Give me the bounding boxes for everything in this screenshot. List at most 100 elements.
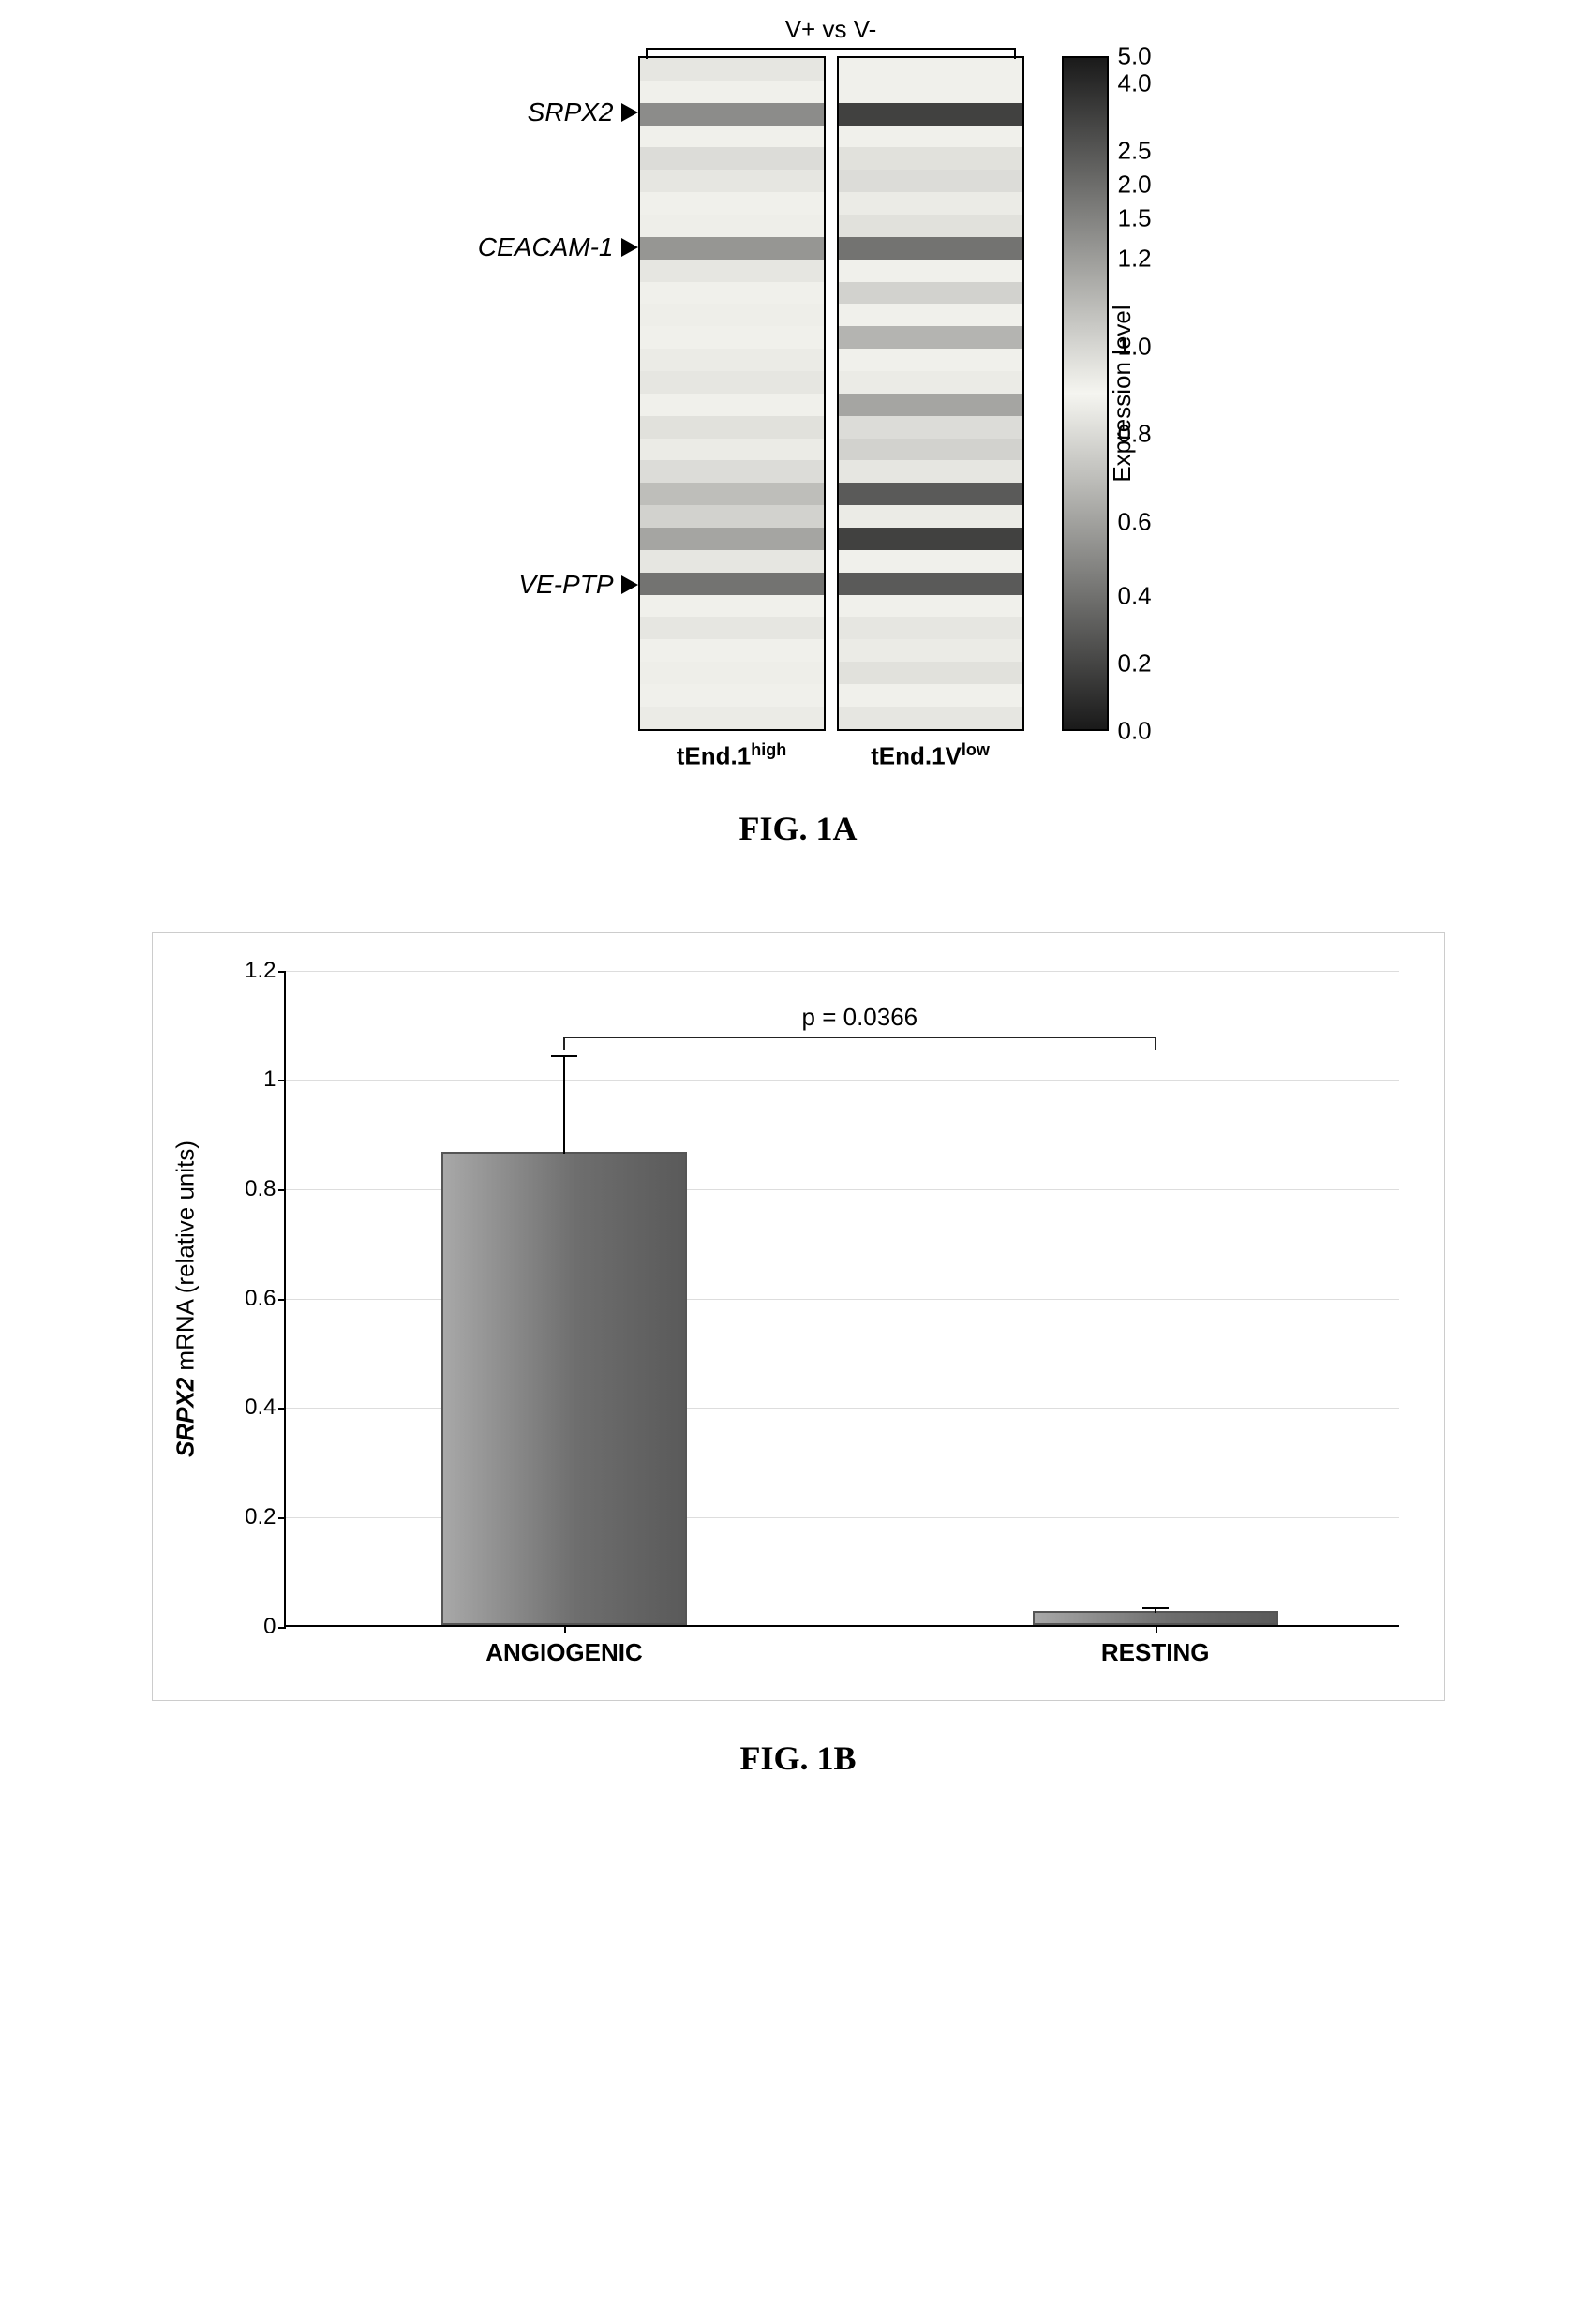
heatmap-column-label: tEnd.1Vlow <box>837 740 1024 771</box>
heatmap-cell <box>640 684 824 707</box>
heatmap-cell <box>640 416 824 439</box>
fig1b-ylabel-gene: SRPX2 <box>171 1377 199 1456</box>
fig1b-chart: 00.20.40.60.811.2ANGIOGENICRESTINGp = 0.… <box>152 932 1445 1701</box>
heatmap-cell <box>640 103 824 126</box>
bar <box>441 1152 687 1625</box>
colorbar-wrap: Expression level 5.04.02.52.01.51.21.00.… <box>1062 56 1184 731</box>
y-tick-mark <box>278 1080 286 1081</box>
colorbar-tick-label: 1.5 <box>1118 203 1152 232</box>
heatmap-cell <box>839 707 1022 729</box>
heatmap-cell <box>839 103 1022 126</box>
x-tick-mark <box>564 1625 566 1633</box>
colorbar-tick-label: 4.0 <box>1118 68 1152 97</box>
gene-label: CEACAM-1 <box>478 232 638 262</box>
heatmap-columns <box>638 56 1024 731</box>
heatmap-cell <box>839 260 1022 282</box>
colorbar-tick-label: 1.0 <box>1118 332 1152 361</box>
y-tick-mark <box>278 1517 286 1519</box>
heatmap-cell <box>640 528 824 550</box>
fig1a-layout: SRPX2CEACAM-1VE-PTP V+ vs V- tEnd.1hight… <box>75 56 1521 771</box>
arrow-right-icon <box>621 575 638 594</box>
heatmap-cell <box>640 483 824 505</box>
colorbar-ticks: 5.04.02.52.01.51.21.00.80.60.40.20.0 <box>1118 56 1184 731</box>
heatmap-cell <box>839 528 1022 550</box>
colorbar-tick-label: 0.4 <box>1118 582 1152 611</box>
heatmap-column <box>837 56 1024 731</box>
heatmap-cell <box>640 192 824 215</box>
heatmap-cell <box>640 505 824 528</box>
y-tick-mark <box>278 1408 286 1410</box>
significance-line <box>564 1037 1156 1038</box>
heatmap-cell <box>839 371 1022 394</box>
heatmap-cell <box>839 192 1022 215</box>
gene-label-text: VE-PTP <box>518 570 613 600</box>
heatmap-cell <box>839 215 1022 237</box>
y-tick-mark <box>278 1189 286 1191</box>
heatmap-cell <box>839 573 1022 595</box>
heatmap-cell <box>839 282 1022 305</box>
heatmap-cell <box>839 662 1022 684</box>
heatmap-cell <box>640 371 824 394</box>
colorbar-tick-label: 2.0 <box>1118 170 1152 199</box>
figure-1b: 00.20.40.60.811.2ANGIOGENICRESTINGp = 0.… <box>75 932 1521 1778</box>
heatmap-cell <box>839 349 1022 371</box>
heatmap-cell <box>839 684 1022 707</box>
heatmap-cell <box>839 394 1022 416</box>
error-bar <box>563 1055 565 1154</box>
colorbar-tick-label: 0.0 <box>1118 717 1152 746</box>
heatmap-cell <box>839 505 1022 528</box>
heatmap-header: V+ vs V- <box>638 15 1024 59</box>
figure-1a: SRPX2CEACAM-1VE-PTP V+ vs V- tEnd.1hight… <box>75 56 1521 848</box>
y-tick-mark <box>278 971 286 973</box>
heatmap-cell <box>640 126 824 148</box>
colorbar-tick-label: 0.8 <box>1118 420 1152 449</box>
heatmap-column <box>638 56 826 731</box>
gene-label-text: SRPX2 <box>528 97 614 127</box>
y-gridline <box>286 971 1399 972</box>
fig1a-caption: FIG. 1A <box>75 809 1521 848</box>
fig1b-caption: FIG. 1B <box>75 1738 1521 1778</box>
x-tick-mark <box>1156 1625 1157 1633</box>
y-tick-mark <box>278 1627 286 1629</box>
heatmap-cell <box>839 550 1022 573</box>
heatmap-cell <box>640 439 824 461</box>
heatmap-cell <box>839 58 1022 81</box>
heatmap-cell <box>640 304 824 326</box>
heatmap-cell <box>640 260 824 282</box>
heatmap-cell <box>839 147 1022 170</box>
y-tick-mark <box>278 1299 286 1301</box>
heatmap-cell <box>640 573 824 595</box>
significance-tick <box>1155 1037 1156 1050</box>
heatmap-cell <box>640 617 824 639</box>
fig1b-y-axis-label: SRPX2 mRNA (relative units) <box>171 1141 200 1457</box>
colorbar-tick-label: 1.2 <box>1118 245 1152 274</box>
significance-text: p = 0.0366 <box>802 1003 918 1032</box>
gene-label-column: SRPX2 CEACAM-1 VE-PTP <box>413 56 638 731</box>
heatmap-cell <box>640 237 824 260</box>
heatmap-cell <box>640 58 824 81</box>
gene-label-text: CEACAM-1 <box>478 232 614 262</box>
heatmap-cell <box>839 170 1022 192</box>
gene-label: VE-PTP <box>518 570 637 600</box>
colorbar-gradient <box>1062 56 1109 731</box>
heatmap-cell <box>839 326 1022 349</box>
colorbar-tick-label: 2.5 <box>1118 136 1152 165</box>
y-gridline <box>286 1080 1399 1081</box>
heatmap-cell <box>839 81 1022 103</box>
heatmap-cell <box>839 237 1022 260</box>
heatmap-cell <box>839 639 1022 662</box>
heatmap-cell <box>640 460 824 483</box>
heatmap-column-labels: tEnd.1hightEnd.1Vlow <box>638 740 1024 771</box>
heatmap-cell <box>640 81 824 103</box>
heatmap-cell <box>640 326 824 349</box>
heatmap-cell <box>640 349 824 371</box>
colorbar-tick-label: 0.2 <box>1118 649 1152 679</box>
heatmap-cell <box>640 170 824 192</box>
heatmap-cell <box>640 394 824 416</box>
fig1a-inner: SRPX2CEACAM-1VE-PTP V+ vs V- tEnd.1hight… <box>413 56 1184 771</box>
heatmap-cell <box>640 550 824 573</box>
heatmap-cell <box>640 639 824 662</box>
heatmap-header-bracket <box>646 48 1017 59</box>
heatmap-cell <box>839 304 1022 326</box>
heatmap-cell <box>640 595 824 618</box>
